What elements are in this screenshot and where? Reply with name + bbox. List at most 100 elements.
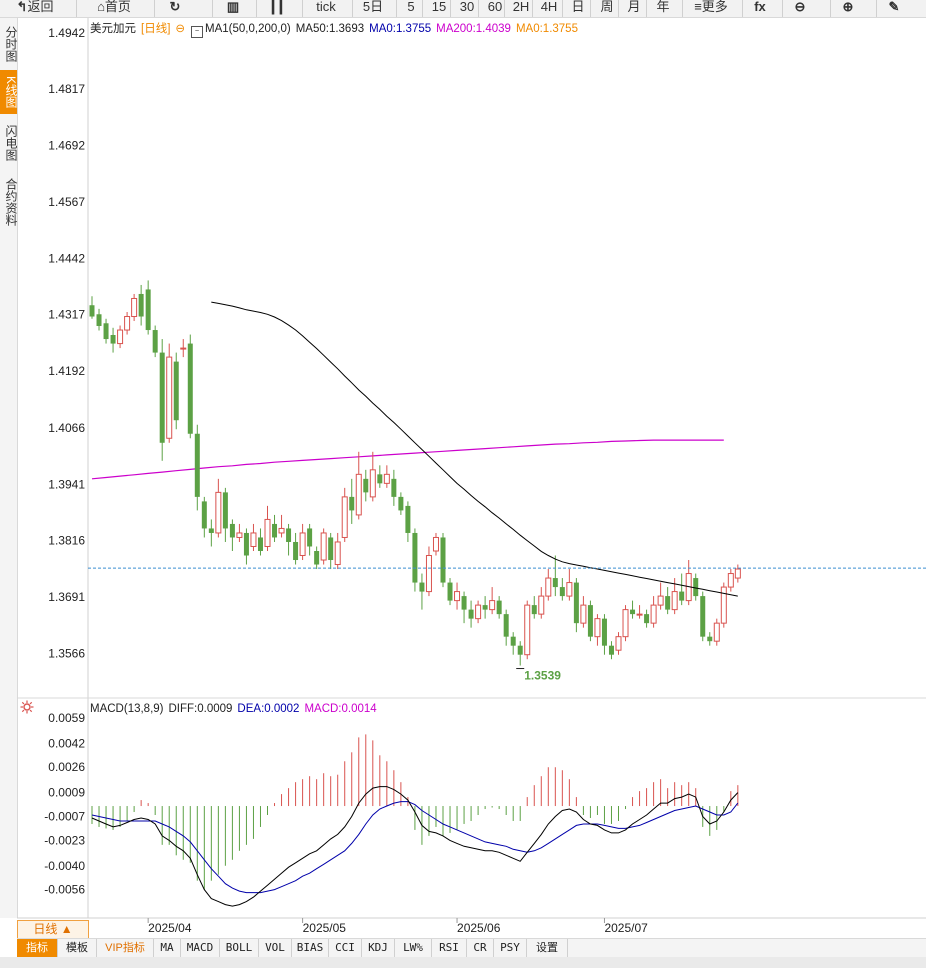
period-5-button[interactable]: 5	[402, 0, 420, 17]
toolbar-label: 15	[431, 0, 447, 14]
left-tab-3[interactable]: 合约资料	[4, 178, 18, 226]
price-tick-label: 1.4817	[48, 82, 85, 96]
toolbar-label: 5日	[362, 0, 384, 14]
candle-body	[671, 591, 678, 611]
menu-icon: ≡	[694, 0, 702, 14]
toolbar-label: 30	[459, 0, 475, 14]
period-4H-button[interactable]: 4H	[538, 0, 560, 17]
indicator-tab-13[interactable]: PSY	[494, 939, 527, 957]
candle-body	[587, 605, 593, 637]
candle-body	[328, 537, 334, 561]
toolbar-separator	[876, 0, 877, 17]
period-button[interactable]: 日线 ▲	[17, 920, 89, 939]
indicator-tab-11[interactable]: RSI	[432, 939, 467, 957]
price-tick-label: 1.4567	[48, 195, 85, 209]
indicator-tab-3[interactable]: MA	[154, 939, 181, 957]
formula-icon: fx	[754, 0, 766, 14]
period-label: [日线]	[141, 23, 171, 35]
candle-body	[432, 536, 439, 552]
ma-indicator-label[interactable]: MA1(50,0,200,0)	[205, 23, 291, 35]
toolbar-separator	[782, 0, 783, 17]
indicator-tab-12[interactable]: CR	[467, 939, 494, 957]
bar-chart-button[interactable]: ▥	[218, 0, 248, 17]
period-tick-button[interactable]: tick	[308, 0, 344, 17]
left-tab-2[interactable]: 闪电图	[4, 125, 18, 161]
candle-body	[383, 473, 390, 484]
period-2H-button[interactable]: 2H	[510, 0, 532, 17]
toolbar-separator	[396, 0, 397, 17]
macd-tick-label: 0.0042	[48, 736, 85, 750]
top-toolbar: ↰返回 ⌂首页 ↻ ▥ ┃┃ tick 5日 5 15 30 60 2H 4H 日 周月 年 ≡更多 fx ⊖ ⊕ ✎	[0, 0, 926, 18]
period-5日-button[interactable]: 5日	[358, 0, 388, 17]
ma-indicator-icon[interactable]: ~	[191, 26, 204, 38]
period-30-button[interactable]: 30	[456, 0, 478, 17]
candle-body	[524, 604, 531, 656]
candle-body	[580, 604, 587, 624]
zoom-in-button[interactable]: ⊕	[836, 0, 860, 17]
indicator-tab-4[interactable]: MACD	[181, 939, 220, 957]
x-tick-label: 2025/04	[148, 921, 192, 935]
settings-gear-icon[interactable]	[20, 700, 34, 714]
candle-body	[187, 343, 193, 434]
toolbar-label: 2H	[512, 0, 530, 14]
candle-body	[545, 577, 552, 597]
indicator-tab-7[interactable]: BIAS	[292, 939, 329, 957]
zoom-out-button[interactable]: ⊖	[788, 0, 812, 17]
macd-name[interactable]: MACD(13,8,9)	[90, 703, 164, 715]
toolbar-separator	[532, 0, 533, 17]
left-tab-0[interactable]: 分时图	[4, 26, 18, 62]
candle-body	[180, 347, 187, 350]
period-年-button[interactable]: 年	[652, 0, 674, 17]
candle-body	[665, 596, 671, 610]
candle-body	[320, 532, 327, 561]
period-日-button[interactable]: 日	[568, 0, 588, 17]
candle-body	[89, 305, 95, 317]
indicator-tab-0[interactable]: 指标	[17, 939, 58, 957]
toolbar-label: 年	[656, 0, 670, 14]
candle-body	[615, 636, 622, 651]
candle-body	[608, 645, 614, 655]
candle-body	[559, 587, 565, 597]
indicator-tab-10[interactable]: LW%	[395, 939, 432, 957]
candle-body	[707, 636, 713, 642]
toolbar-separator	[590, 0, 591, 17]
back-button[interactable]: ↰返回	[10, 0, 60, 17]
macd-tick-label: 0.0059	[48, 711, 85, 725]
macd-value: MACD:0.0014	[304, 703, 377, 715]
refresh-icon: ↻	[169, 0, 181, 14]
zoom-in-icon: ⊕	[842, 0, 854, 14]
bar-chart-icon: ▥	[226, 0, 240, 14]
period-15-button[interactable]: 15	[428, 0, 450, 17]
price-tick-label: 1.4442	[48, 251, 85, 265]
home-button[interactable]: ⌂首页	[82, 0, 146, 17]
pen-button[interactable]: ✎	[882, 0, 906, 17]
macd-tick-label: -0.0023	[44, 833, 85, 847]
period-月-button[interactable]: 月	[624, 0, 644, 17]
menu-button[interactable]: ≡更多	[688, 0, 734, 17]
indicator-tab-2[interactable]: VIP指标	[97, 939, 154, 957]
macd-legend: MACD(13,8,9) DIFF:0.0009 DEA:0.0002 MACD:0.…	[90, 703, 382, 715]
candle-body	[644, 614, 650, 624]
lock-icon[interactable]: ⊖	[175, 23, 186, 35]
period-60-button[interactable]: 60	[484, 0, 506, 17]
left-tab-1[interactable]: K线图	[0, 70, 18, 114]
indicator-tab-14[interactable]: 设置	[527, 939, 568, 957]
period-周-button[interactable]: 周	[596, 0, 618, 17]
macd-tick-label: 0.0026	[48, 760, 85, 774]
candle-body	[720, 586, 727, 624]
refresh-button[interactable]: ↻	[160, 0, 190, 17]
indicator-tab-5[interactable]: BOLL	[220, 939, 259, 957]
indicator-tab-9[interactable]: KDJ	[362, 939, 395, 957]
indicator-tab-1[interactable]: 模板	[58, 939, 97, 957]
macd-tick-label: -0.0056	[44, 883, 85, 897]
candlestick-button[interactable]: ┃┃	[262, 0, 292, 17]
price-tick-label: 1.3816	[48, 534, 85, 548]
toolbar-separator	[618, 0, 619, 17]
indicator-tab-6[interactable]: VOL	[259, 939, 292, 957]
candle-body	[510, 636, 516, 646]
toolbar-separator	[352, 0, 353, 17]
indicator-tab-8[interactable]: CCI	[329, 939, 362, 957]
candle-body	[398, 496, 404, 511]
formula-button[interactable]: fx	[748, 0, 772, 17]
candle-body	[286, 528, 292, 542]
